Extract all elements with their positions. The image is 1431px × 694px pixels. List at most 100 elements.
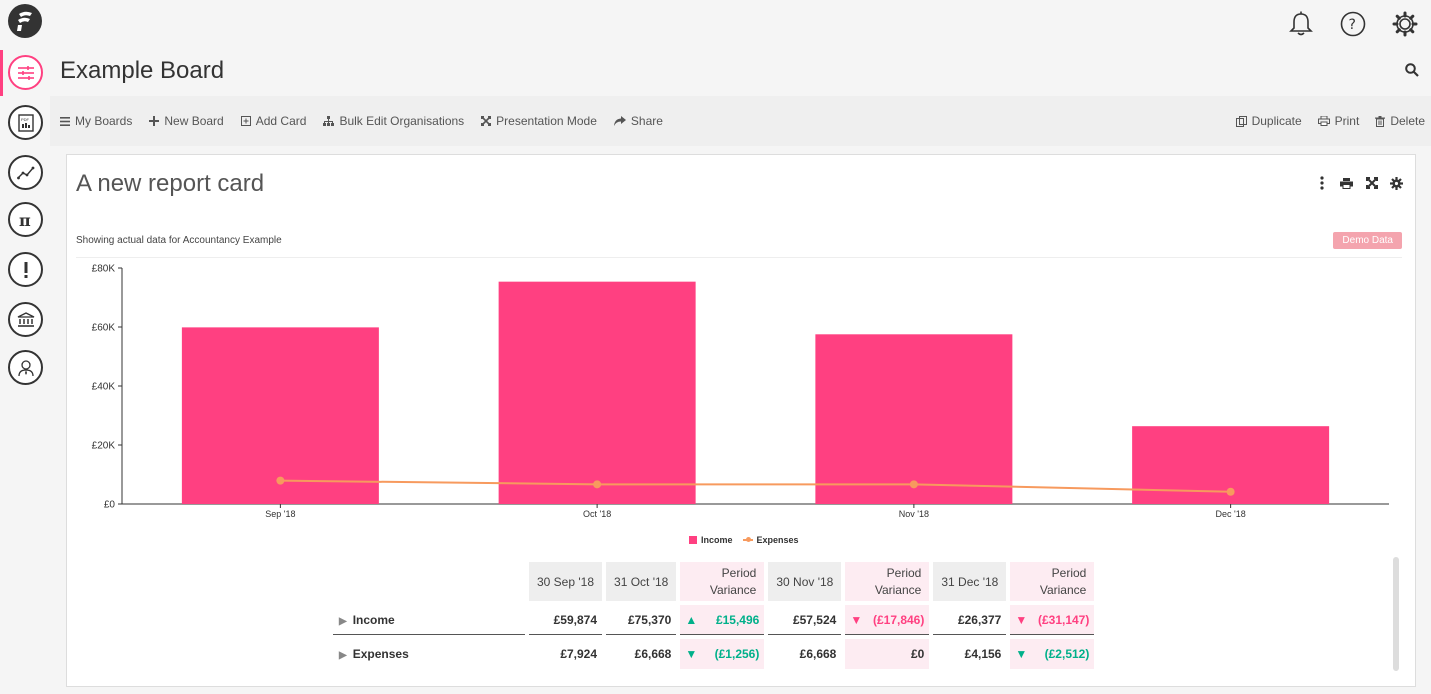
row-label: Income — [352, 612, 395, 627]
legend-income[interactable]: Income — [689, 535, 733, 545]
expand-triangle-icon: ▶ — [339, 650, 347, 661]
new-board-button[interactable]: New Board — [149, 114, 224, 128]
delete-label: Delete — [1390, 114, 1425, 128]
sidebar-item-formulas[interactable]: π — [8, 202, 43, 237]
presentation-mode-label: Presentation Mode — [496, 114, 597, 128]
variance-value: (£17,846) — [872, 612, 925, 627]
sidebar-item-trends[interactable] — [8, 155, 43, 190]
add-card-button[interactable]: Add Card — [240, 114, 307, 128]
add-card-label: Add Card — [255, 114, 307, 128]
table-header-variance: Period Variance — [845, 562, 930, 601]
sidebar-item-alerts[interactable] — [8, 252, 43, 287]
help-button[interactable]: ? — [1337, 10, 1369, 38]
up-arrow-icon: ▲ — [685, 612, 698, 627]
variance-value: (£2,512) — [1044, 647, 1090, 661]
x-tick-label: Sep '18 — [265, 509, 295, 519]
table-header-variance: Period Variance — [680, 562, 765, 601]
table-scrollbar[interactable] — [1393, 557, 1399, 671]
print-button[interactable]: Print — [1317, 114, 1360, 128]
settings-button[interactable] — [1389, 10, 1421, 38]
expand-icon — [481, 116, 492, 126]
income-bar — [181, 327, 379, 504]
row-expand-income[interactable]: ▶ Income — [333, 605, 525, 635]
legend-expenses-label: Expenses — [756, 535, 799, 545]
expenses-point — [909, 480, 918, 489]
print-label: Print — [1334, 114, 1360, 128]
svg-text:π: π — [19, 213, 31, 227]
x-tick-label: Oct '18 — [583, 509, 611, 519]
sidebar: PDF π — [0, 0, 50, 694]
notifications-button[interactable] — [1285, 10, 1317, 38]
trash-icon — [1375, 115, 1386, 127]
variance-cell: ▼ (£2,512) — [1010, 639, 1095, 669]
variance-value: £0 — [910, 647, 925, 661]
plus-square-icon — [240, 116, 251, 126]
top-actions: ? — [1285, 10, 1421, 38]
expand-triangle-icon: ▶ — [339, 615, 347, 627]
print-icon — [1317, 116, 1330, 126]
card-actions — [1315, 175, 1403, 191]
down-arrow-icon: ▼ — [850, 612, 863, 627]
sidebar-item-advisor[interactable] — [8, 350, 43, 385]
variance-cell: ▼ (£17,846) — [845, 605, 930, 635]
pdf-report-icon: PDF — [17, 113, 34, 132]
app-logo[interactable] — [8, 4, 42, 38]
demo-data-badge: Demo Data — [1333, 232, 1402, 249]
card-settings-button[interactable] — [1390, 175, 1403, 191]
expenses-point — [1226, 487, 1235, 496]
bank-icon — [17, 311, 34, 327]
table-cell: £4,156 — [964, 647, 1002, 661]
table-cell: £59,874 — [529, 605, 603, 635]
table-header: 30 Sep '18 — [529, 562, 603, 601]
search-button[interactable] — [1405, 63, 1419, 82]
card-expand-button[interactable] — [1365, 175, 1378, 191]
card-title: A new report card — [76, 170, 265, 197]
table-header: 31 Dec '18 — [933, 562, 1007, 601]
my-boards-button[interactable]: My Boards — [60, 114, 132, 128]
table-cell: £26,377 — [933, 605, 1007, 635]
sitemap-icon — [323, 116, 335, 126]
y-tick-label: £0 — [104, 500, 116, 511]
chart-legend: Income Expenses — [689, 535, 799, 545]
variance-cell: £0 — [845, 639, 930, 669]
sidebar-item-boards[interactable] — [8, 55, 43, 90]
financial-table: 30 Sep '18 31 Oct '18 Period Variance 30… — [329, 558, 1098, 673]
active-indicator — [0, 50, 3, 96]
help-circle-icon: ? — [1340, 11, 1366, 37]
table-cell: £6,668 — [634, 647, 672, 661]
y-tick-label: £20K — [92, 441, 116, 452]
table-corner — [333, 562, 525, 601]
svg-text:?: ? — [1349, 17, 1356, 33]
card-menu-button[interactable] — [1315, 175, 1328, 191]
my-boards-label: My Boards — [75, 114, 133, 128]
board-title: Example Board — [60, 57, 225, 84]
board-toolbar: My Boards New Board Add Card Bulk Edit O… — [50, 96, 1431, 146]
sidebar-item-bank[interactable] — [8, 302, 43, 337]
variance-value: (£1,256) — [714, 647, 760, 661]
search-icon — [1405, 63, 1419, 77]
card-divider — [76, 257, 1402, 258]
variance-value: £15,496 — [715, 612, 760, 627]
card-print-button[interactable] — [1340, 175, 1353, 191]
variance-cell: ▼ (£1,256) — [680, 639, 765, 669]
sidebar-item-reports[interactable]: PDF — [8, 105, 43, 140]
legend-expenses-swatch — [742, 537, 753, 542]
income-bar — [815, 334, 1013, 504]
legend-expenses[interactable]: Expenses — [742, 535, 799, 545]
bulk-edit-button[interactable]: Bulk Edit Organisations — [323, 114, 464, 128]
delete-button[interactable]: Delete — [1375, 114, 1425, 128]
table-cell: £7,924 — [560, 647, 598, 661]
share-button[interactable]: Share — [613, 114, 663, 128]
variance-cell: ▼ (£31,147) — [1010, 605, 1095, 635]
print-icon — [1340, 177, 1353, 189]
table-row-income: ▶ Income £59,874 £75,370 ▲ £15,496 £57,524… — [333, 605, 1095, 635]
share-icon — [613, 116, 626, 126]
table-cell: £6,668 — [799, 647, 837, 661]
row-expand-expenses[interactable]: ▶ Expenses — [333, 639, 525, 669]
sliders-icon — [17, 65, 34, 80]
income-bar — [498, 281, 696, 504]
card-subtitle: Showing actual data for Accountancy Exam… — [76, 235, 282, 246]
duplicate-button[interactable]: Duplicate — [1235, 114, 1302, 128]
y-tick-label: £80K — [92, 264, 116, 275]
presentation-mode-button[interactable]: Presentation Mode — [481, 114, 597, 128]
